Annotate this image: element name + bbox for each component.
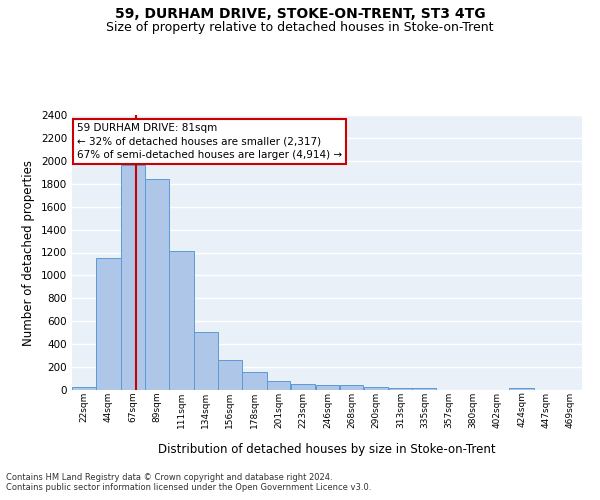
Bar (340, 386, 364, 390)
Bar (242, 372, 266, 390)
Text: 59, DURHAM DRIVE, STOKE-ON-TRENT, ST3 4TG: 59, DURHAM DRIVE, STOKE-ON-TRENT, ST3 4T… (115, 8, 485, 22)
Text: 59 DURHAM DRIVE: 81sqm
← 32% of detached houses are smaller (2,317)
67% of semi-: 59 DURHAM DRIVE: 81sqm ← 32% of detached… (77, 123, 342, 160)
Bar (169, 252, 194, 390)
Text: Distribution of detached houses by size in Stoke-on-Trent: Distribution of detached houses by size … (158, 442, 496, 456)
Text: Size of property relative to detached houses in Stoke-on-Trent: Size of property relative to detached ho… (106, 21, 494, 34)
Bar (412, 388, 436, 390)
Y-axis label: Number of detached properties: Number of detached properties (22, 160, 35, 346)
Bar (72, 386, 96, 390)
Bar (194, 332, 218, 390)
Text: Contains HM Land Registry data © Crown copyright and database right 2024.: Contains HM Land Registry data © Crown c… (6, 472, 332, 482)
Bar (145, 179, 169, 390)
Bar (364, 387, 388, 390)
Bar (316, 385, 340, 390)
Bar (290, 384, 316, 390)
Bar (121, 166, 145, 390)
Bar (267, 381, 290, 390)
Bar (509, 388, 534, 390)
Bar (96, 258, 121, 390)
Bar (218, 360, 242, 390)
Text: Contains public sector information licensed under the Open Government Licence v3: Contains public sector information licen… (6, 482, 371, 492)
Bar (389, 388, 412, 390)
